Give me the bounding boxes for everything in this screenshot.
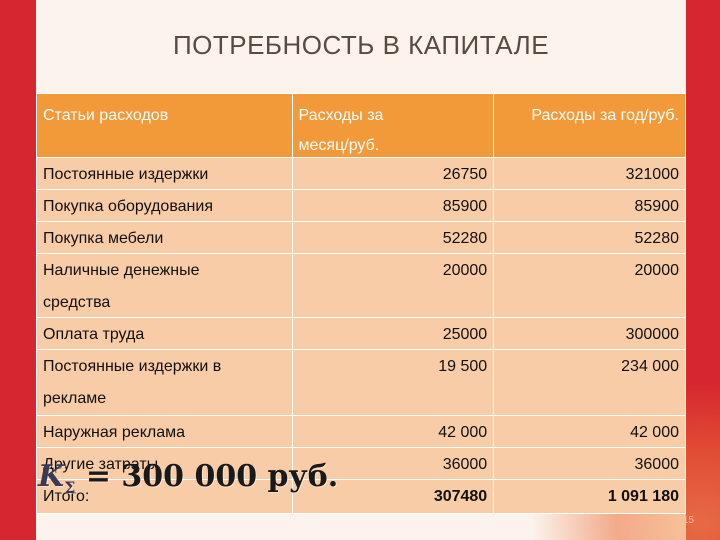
table-row: Другие затраты 36000 36000 [36,447,686,480]
slide-title: ПОТРЕБНОСТЬ В КАПИТАЛЕ [172,30,550,60]
row-year: 300000 [493,317,686,350]
row-month: 52280 [291,221,495,254]
total-month: 307480 [291,479,495,514]
table-row: Постоянные издержки в рекламе 19 500 234… [36,349,686,416]
table-total-row: Итого: 307480 1 091 180 [36,479,686,514]
row-item: Наружная реклама [36,415,293,448]
row-year: 42 000 [493,415,686,448]
row-month: 85900 [291,189,495,222]
formula-value: = 300 000 руб. [85,459,339,494]
row-item: Другие затраты [36,447,293,480]
table-row: Покупка оборудования 85900 85900 [36,189,686,222]
row-month: 36000 [291,447,495,480]
row-item: Покупка оборудования [36,189,293,222]
row-year: 36000 [493,447,686,480]
table-header-row: Статьи расходов Расходы за месяц/руб. Ра… [36,93,686,158]
page-number: 15 [682,515,694,526]
row-item: Постоянные издержки в рекламе [36,349,293,416]
row-item: Постоянные издержки [36,157,293,190]
table-row: Оплата труда 25000 300000 [36,317,686,350]
row-item: Оплата труда [36,317,293,350]
row-year: 20000 [493,253,686,318]
capital-formula: KΣ = 300 000 руб. [38,459,338,497]
row-month: 19 500 [291,349,495,416]
row-item: Наличные денежные средства [36,253,293,318]
table-row: Наличные денежные средства 20000 20000 [36,253,686,318]
expense-table: Статьи расходов Расходы за месяц/руб. Ра… [36,93,686,514]
header-monthly: Расходы за месяц/руб. [291,93,495,158]
header-yearly: Расходы за год/руб. [493,93,686,158]
row-month: 20000 [291,253,495,318]
formula-symbol: K [38,459,65,494]
row-year: 234 000 [493,349,686,416]
formula-subscript: Σ [64,478,76,497]
table-row: Наружная реклама 42 000 42 000 [36,415,686,448]
row-month: 25000 [291,317,495,350]
table-row: Постоянные издержки 26750 321000 [36,157,686,190]
row-month: 26750 [291,157,495,190]
total-label: Итого: [36,479,293,514]
row-year: 85900 [493,189,686,222]
header-items: Статьи расходов [36,93,293,158]
row-year: 52280 [493,221,686,254]
total-year: 1 091 180 [493,479,686,514]
table-row: Покупка мебели 52280 52280 [36,221,686,254]
row-item: Покупка мебели [36,221,293,254]
row-year: 321000 [493,157,686,190]
row-month: 42 000 [291,415,495,448]
